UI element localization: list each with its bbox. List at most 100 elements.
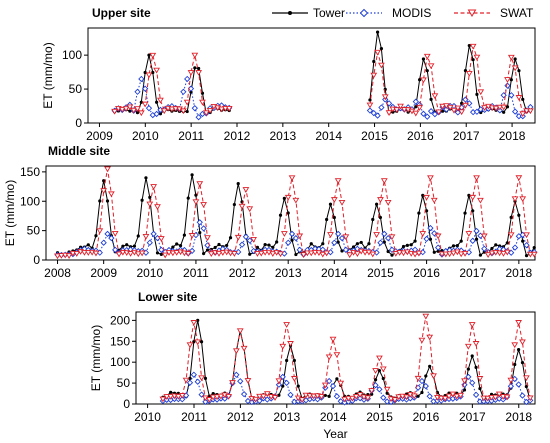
data-point (81, 250, 88, 256)
data-point (420, 77, 427, 84)
x-tick-label: 2017 (453, 129, 480, 143)
x-tick-label: 2017 (459, 266, 486, 280)
data-point (502, 110, 506, 114)
data-point (411, 251, 419, 258)
data-point (476, 376, 484, 382)
data-point (112, 246, 119, 253)
data-point (202, 110, 210, 117)
data-point (217, 393, 225, 400)
data-point (461, 381, 468, 388)
data-point (146, 201, 154, 208)
data-point (194, 339, 202, 346)
data-point (327, 232, 334, 238)
data-point (147, 53, 151, 57)
data-point (473, 54, 481, 61)
data-point (377, 239, 384, 246)
data-point (431, 111, 439, 118)
data-point (182, 377, 190, 384)
data-point (155, 100, 159, 104)
y-axis-label: ET (mm/mo) (3, 180, 17, 246)
data-point (323, 393, 327, 398)
data-point (372, 59, 376, 64)
data-point (511, 196, 519, 203)
x-tick-label: 2014 (315, 129, 342, 143)
data-point (319, 251, 327, 258)
data-point (206, 108, 214, 114)
data-point (200, 225, 207, 232)
series-line (57, 168, 535, 257)
data-point (359, 240, 363, 245)
data-point (424, 113, 431, 120)
x-tick-label: 2018 (499, 129, 526, 143)
data-point (345, 395, 352, 402)
legend: Tower MODIS SWAT (272, 6, 534, 20)
data-point (128, 109, 132, 113)
data-point (420, 390, 424, 395)
data-point (424, 374, 428, 378)
data-point (455, 244, 459, 248)
data-point (427, 108, 435, 115)
data-point (422, 382, 429, 390)
data-point (521, 239, 525, 243)
data-point (198, 375, 205, 382)
data-point (121, 244, 125, 248)
data-point (285, 358, 289, 363)
data-point (94, 234, 98, 238)
data-point (464, 343, 472, 350)
x-tick-label: 2017 (459, 410, 486, 424)
data-point (187, 70, 195, 76)
data-point (198, 391, 205, 398)
data-point (171, 245, 175, 249)
data-point (477, 89, 485, 96)
data-point (391, 397, 399, 403)
data-point (508, 249, 515, 256)
data-point (332, 215, 336, 220)
data-point (141, 101, 149, 108)
data-point (526, 251, 534, 258)
y-tick-label: 200 (110, 313, 130, 327)
data-point (333, 352, 341, 358)
x-tick-label: 2018 (505, 410, 532, 424)
data-point (163, 396, 170, 403)
data-point (54, 253, 61, 260)
data-point (460, 101, 464, 105)
data-point (242, 233, 250, 240)
data-point (503, 249, 511, 256)
data-point (221, 395, 228, 402)
data-point (351, 245, 356, 249)
data-point (288, 230, 296, 238)
data-point (199, 99, 206, 106)
data-point (271, 245, 275, 249)
data-point (342, 234, 350, 241)
data-point (160, 108, 168, 115)
data-point (267, 243, 271, 247)
data-point (458, 109, 466, 116)
data-point (513, 362, 517, 367)
data-point (145, 105, 153, 112)
data-point (505, 105, 510, 109)
data-point (283, 322, 291, 328)
data-point (108, 234, 115, 242)
data-point (199, 340, 204, 344)
data-point (194, 378, 201, 385)
data-point (261, 249, 269, 256)
data-point (229, 380, 236, 386)
x-tick-label: 2012 (224, 129, 251, 143)
data-point (515, 175, 523, 182)
data-point (440, 248, 444, 253)
y-axis-label: ET (mm/mo) (89, 325, 103, 391)
data-point (158, 112, 163, 116)
data-point (190, 371, 197, 378)
data-point (157, 97, 164, 104)
data-point (296, 246, 303, 253)
data-point (150, 230, 157, 238)
data-point (517, 69, 521, 73)
data-point (275, 381, 283, 388)
data-point (366, 102, 374, 109)
data-point (184, 75, 191, 83)
data-point (329, 336, 337, 343)
data-point (388, 246, 396, 253)
series-line (162, 316, 531, 401)
data-point (367, 242, 371, 246)
